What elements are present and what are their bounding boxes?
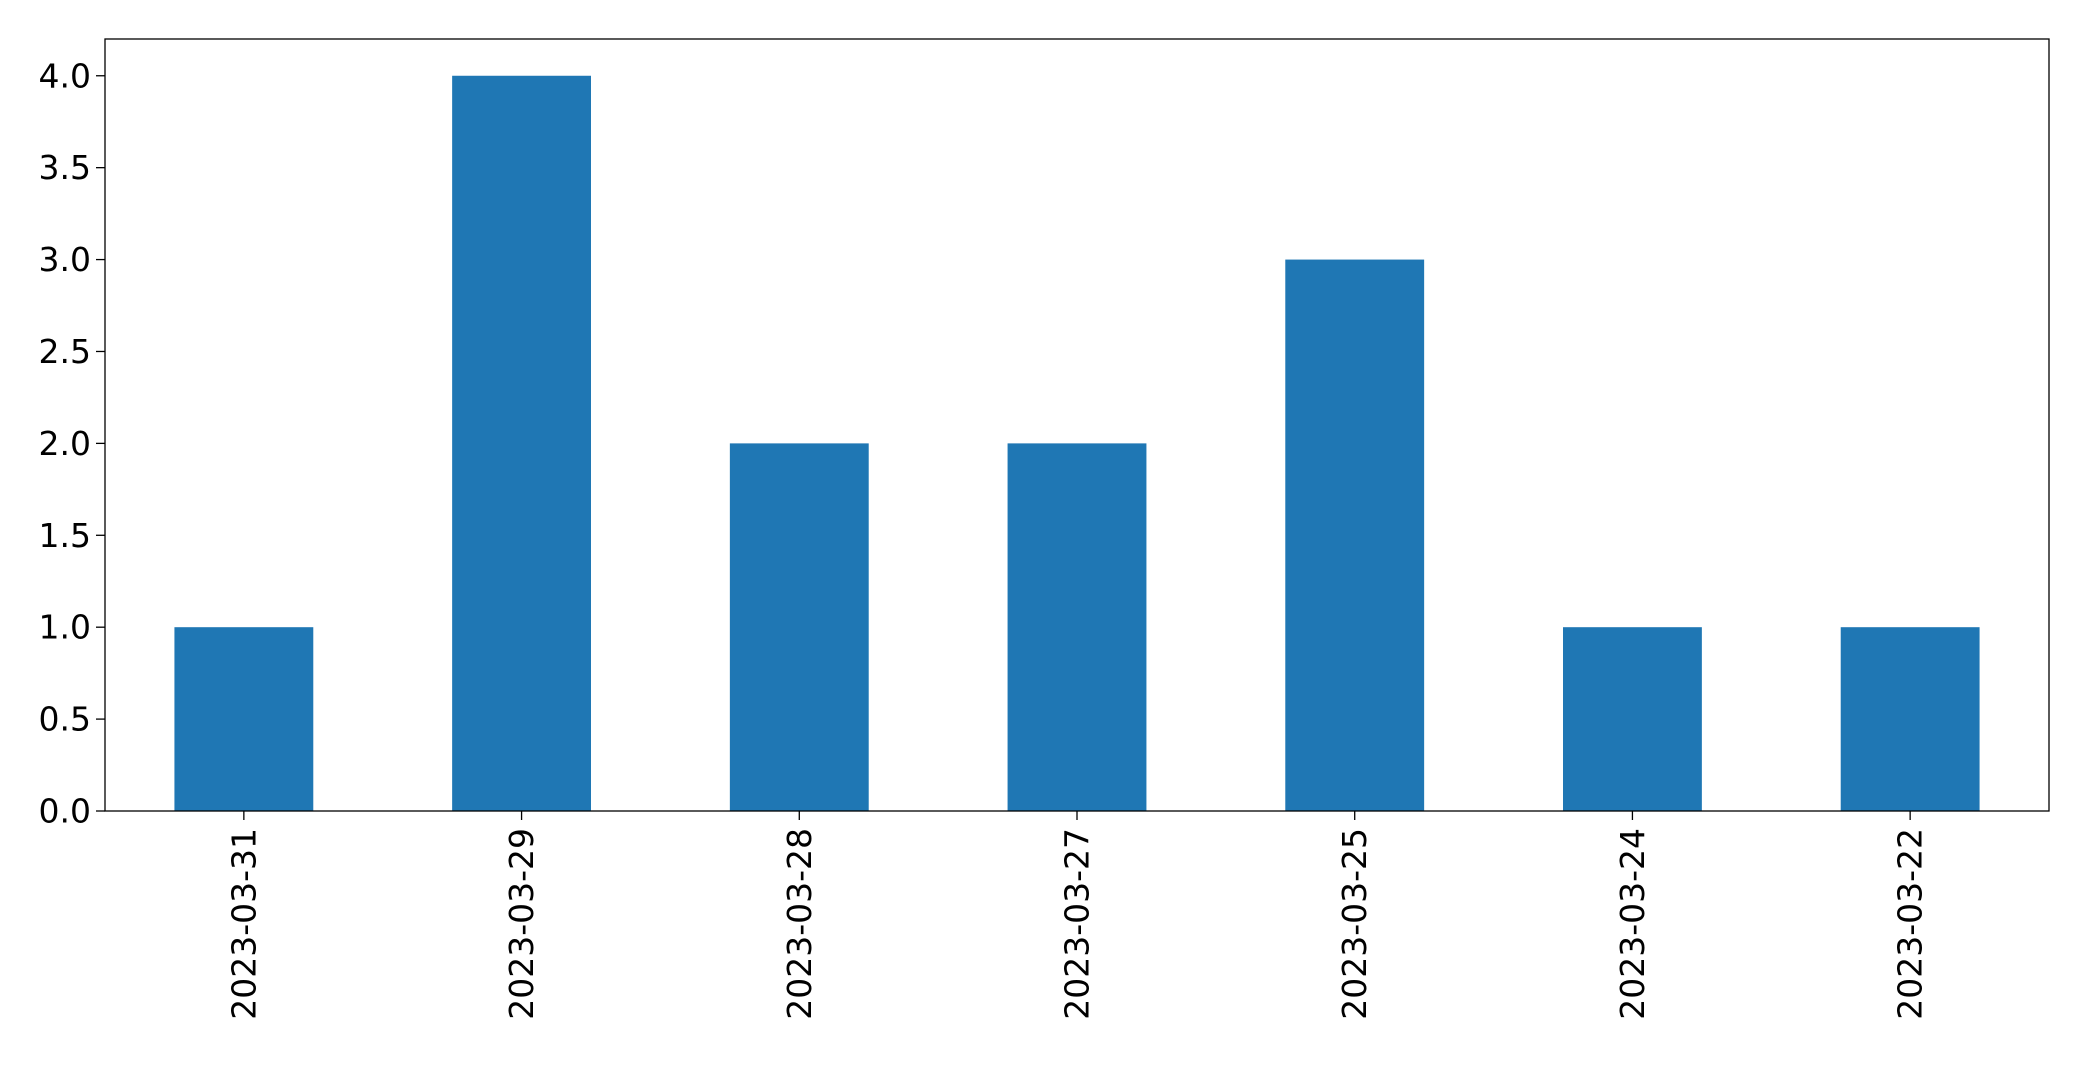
y-tick-label: 3.5 (39, 148, 91, 187)
y-tick-label: 0.0 (39, 792, 91, 831)
x-tick-label: 2023-03-25 (1335, 828, 1374, 1020)
x-tick-label: 2023-03-24 (1613, 828, 1652, 1020)
bar-2023-03-22 (1840, 627, 1980, 811)
y-tick-label: 4.0 (39, 56, 91, 95)
plot-area-frame (104, 38, 2050, 812)
bar-2023-03-29 (452, 75, 591, 811)
y-tick-label: 2.0 (39, 424, 91, 463)
bar-2023-03-25 (1285, 259, 1425, 812)
x-tick-label: 2023-03-22 (1891, 828, 1930, 1020)
bar-2023-03-31 (174, 627, 314, 811)
y-tick-label: 1.5 (39, 516, 91, 555)
bar-2023-03-28 (729, 443, 869, 811)
x-tick-label: 2023-03-27 (1058, 828, 1097, 1020)
y-tick-label: 3.0 (39, 240, 91, 279)
bar-2023-03-24 (1563, 627, 1702, 811)
y-axis: 0.0 0.5 1.0 1.5 2.0 2.5 3.0 3.5 4.0 (39, 56, 105, 831)
y-tick-label: 0.5 (39, 700, 91, 739)
x-axis: 2023-03-31 2023-03-29 2023-03-28 2023-03-27… (224, 811, 1930, 1020)
bar-2023-03-27 (1007, 443, 1147, 811)
x-tick-label: 2023-03-28 (780, 828, 819, 1020)
y-tick-label: 2.5 (39, 332, 91, 371)
bar-series (174, 75, 1980, 812)
y-tick-label: 1.0 (39, 608, 91, 647)
x-tick-label: 2023-03-29 (502, 828, 541, 1020)
x-tick-label: 2023-03-31 (224, 828, 263, 1020)
